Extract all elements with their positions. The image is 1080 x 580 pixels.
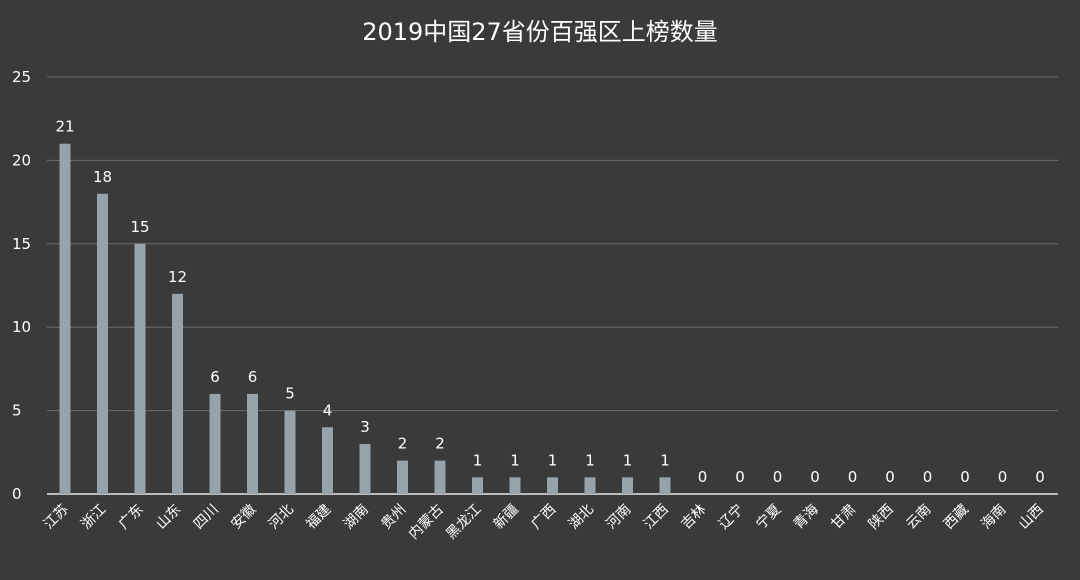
data-label: 1	[510, 451, 520, 469]
data-label: 1	[623, 451, 633, 469]
grid-lines	[47, 76, 1058, 495]
x-tick-label: 贵州	[378, 502, 409, 533]
x-tick-label: 宁夏	[753, 501, 785, 533]
data-label: 0	[998, 468, 1008, 486]
bar	[172, 293, 183, 494]
data-label: 0	[848, 468, 858, 486]
data-label: 4	[323, 401, 333, 419]
y-tick-label: 20	[12, 151, 31, 169]
x-tick-label: 四川	[191, 502, 222, 533]
x-tick-label: 青海	[791, 502, 822, 533]
x-tick-label: 新疆	[491, 502, 522, 533]
x-tick-label: 河北	[266, 502, 297, 533]
x-tick-label: 江西	[641, 502, 672, 533]
y-axis-ticks: 0 5 10 15 20 25	[12, 68, 31, 503]
bar	[322, 427, 333, 494]
data-label: 0	[885, 468, 895, 486]
y-tick-label: 5	[12, 402, 22, 420]
bar	[547, 477, 558, 494]
x-tick-label: 吉林	[678, 502, 709, 533]
data-label: 0	[773, 468, 783, 486]
data-label: 1	[473, 451, 483, 469]
x-tick-label: 内蒙古	[406, 502, 447, 543]
data-label: 5	[285, 385, 295, 403]
bar	[284, 410, 296, 494]
x-tick-label: 广东	[116, 502, 147, 533]
bars	[59, 143, 671, 494]
bar	[247, 393, 258, 494]
x-tick-label: 海南	[978, 502, 1009, 533]
data-label: 18	[93, 168, 112, 186]
data-label: 0	[960, 468, 970, 486]
data-label: 2	[398, 435, 408, 453]
bar	[134, 243, 146, 494]
data-label: 0	[810, 468, 820, 486]
bar	[659, 477, 671, 494]
data-label: 1	[548, 451, 558, 469]
x-tick-label: 安徽	[228, 502, 259, 533]
x-tick-label: 黑龙江	[443, 502, 484, 543]
bar	[359, 443, 371, 494]
bar	[209, 393, 221, 494]
bar	[59, 143, 71, 494]
data-label: 21	[55, 118, 74, 136]
x-tick-label: 西藏	[941, 502, 972, 533]
data-label: 2	[435, 435, 445, 453]
data-label: 6	[210, 368, 220, 386]
x-tick-label: 湖北	[566, 502, 597, 533]
data-label: 1	[660, 451, 670, 469]
data-label: 3	[360, 418, 370, 436]
x-tick-label: 山东	[153, 502, 184, 533]
x-tick-label: 浙江	[78, 502, 109, 533]
data-label: 0	[923, 468, 933, 486]
data-label: 12	[168, 268, 187, 286]
chart-title: 2019中国27省份百强区上榜数量	[362, 18, 718, 46]
data-label: 15	[130, 218, 149, 236]
x-tick-label: 广西	[528, 502, 559, 533]
data-label: 0	[1035, 468, 1045, 486]
x-tick-label: 湖南	[341, 502, 372, 533]
bar	[397, 460, 408, 494]
bar	[584, 477, 596, 494]
bar	[472, 477, 483, 494]
x-tick-label: 福建	[303, 502, 334, 533]
x-tick-label: 云南	[903, 502, 934, 533]
x-tick-label: 辽宁	[715, 501, 747, 533]
x-tick-label: 山西	[1016, 502, 1047, 533]
bar	[622, 477, 633, 494]
data-label: 1	[585, 451, 595, 469]
y-tick-label: 10	[12, 318, 31, 336]
bar	[434, 460, 446, 494]
y-tick-label: 0	[12, 485, 22, 503]
y-tick-label: 25	[12, 68, 31, 86]
x-tick-label: 河南	[603, 502, 634, 533]
data-label: 0	[735, 468, 745, 486]
x-tick-label: 甘肃	[828, 502, 859, 533]
data-label: 0	[698, 468, 708, 486]
x-tick-label: 江苏	[41, 502, 72, 533]
bar	[509, 477, 521, 494]
data-label: 6	[248, 368, 258, 386]
x-tick-label: 陕西	[866, 502, 897, 533]
bar	[97, 193, 108, 494]
y-tick-label: 15	[12, 235, 31, 253]
